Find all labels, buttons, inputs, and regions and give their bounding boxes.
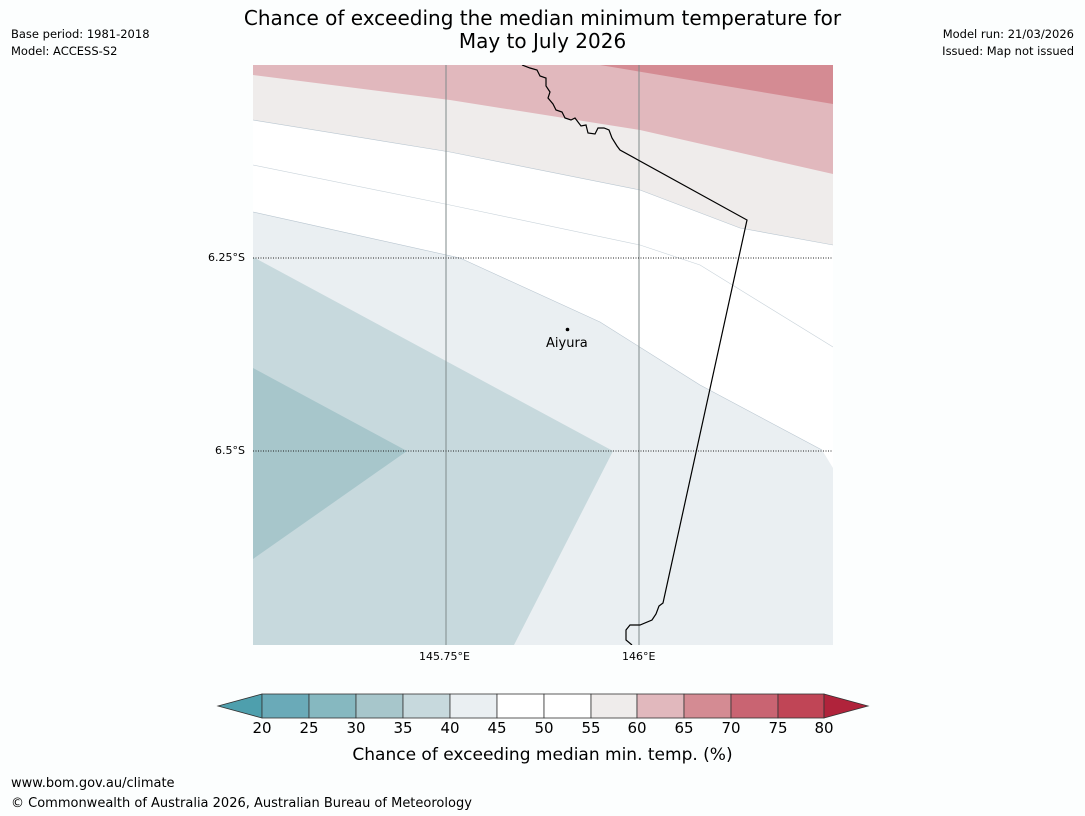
longitude-label-146: 146°E [622, 650, 656, 663]
header-meta-left: Base period: 1981-2018 Model: ACCESS-S2 [11, 26, 150, 60]
colorbar-tick: 45 [487, 719, 507, 737]
base-period-label: Base period: 1981-2018 [11, 27, 150, 41]
colorbar-tick: 50 [534, 719, 554, 737]
colorbar-cell-25-30 [308, 693, 357, 719]
colorbar-cell-40-45 [449, 693, 498, 719]
colorbar-tick: 75 [768, 719, 788, 737]
colorbar-tick: 65 [674, 719, 694, 737]
band-65-70 [600, 65, 833, 104]
colorbar-cell-20-25 [261, 693, 310, 719]
longitude-label-145-75: 145.75°E [419, 650, 470, 663]
footer-copyright: © Commonwealth of Australia 2026, Austra… [11, 796, 472, 811]
issued-label: Issued: Map not issued [942, 44, 1074, 58]
colorbar-tick: 70 [721, 719, 741, 737]
title-line-2: May to July 2026 [458, 29, 627, 53]
colorbar-tick: 80 [814, 719, 834, 737]
colorbar-tick: 40 [440, 719, 460, 737]
colorbar-cell-65-70 [683, 693, 732, 719]
contour-line [253, 164, 833, 348]
colorbar-tick: 20 [252, 719, 272, 737]
colorbar-arrow-high [823, 693, 870, 719]
band-60-65 [253, 65, 833, 174]
contour-line [253, 211, 823, 451]
band-30-35 [253, 368, 407, 559]
latitude-label-6-25: 6.25°S [208, 251, 245, 264]
place-label-aiyura: Aiyura [546, 336, 588, 351]
map-panel [253, 65, 833, 645]
colorbar [216, 693, 870, 719]
map-title: Chance of exceeding the median minimum t… [0, 7, 1085, 53]
latitude-label-6-5: 6.5°S [215, 444, 245, 457]
contour-line [253, 119, 833, 246]
footer-url[interactable]: www.bom.gov.au/climate [11, 776, 175, 791]
colorbar-tick: 35 [393, 719, 413, 737]
colorbar-tick: 30 [346, 719, 366, 737]
colorbar-cell-60-65 [636, 693, 685, 719]
colorbar-cell-50-55 [543, 693, 592, 719]
colorbar-tick: 60 [627, 719, 647, 737]
colorbar-cell-75-80 [777, 693, 825, 719]
colorbar-cell-70-75 [730, 693, 779, 719]
colorbar-cell-30-35 [355, 693, 404, 719]
header-meta-right: Model run: 21/03/2026 Issued: Map not is… [942, 26, 1074, 60]
colorbar-tick: 55 [581, 719, 601, 737]
title-line-1: Chance of exceeding the median minimum t… [243, 6, 842, 30]
colorbar-title: Chance of exceeding median min. temp. (%… [352, 745, 733, 765]
colorbar-cell-55-60 [590, 693, 638, 719]
colorbar-arrow-low [216, 693, 263, 719]
colorbar-tick: 25 [299, 719, 319, 737]
town-marker-aiyura [565, 327, 570, 332]
model-run-label: Model run: 21/03/2026 [942, 27, 1074, 41]
colorbar-cell-45-50 [496, 693, 545, 719]
model-label: Model: ACCESS-S2 [11, 44, 118, 58]
province-boundary [521, 65, 748, 645]
colorbar-cell-35-40 [402, 693, 451, 719]
